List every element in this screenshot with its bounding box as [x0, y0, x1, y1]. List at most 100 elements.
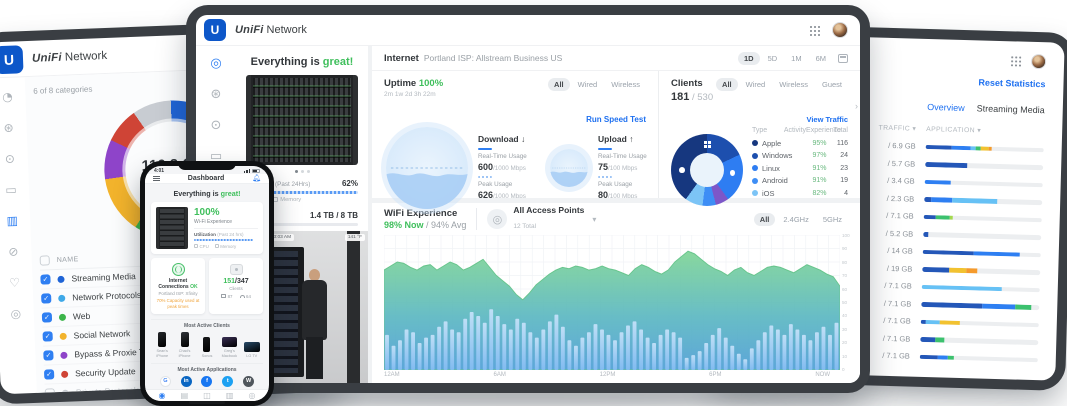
linkedin-icon[interactable]: in: [180, 375, 192, 387]
row-checkbox[interactable]: [44, 388, 56, 395]
phone-clients-label: Clients: [229, 285, 243, 291]
client-type-row[interactable]: iOS 82% 4: [751, 187, 848, 200]
dashboard-icon[interactable]: ◎: [210, 56, 222, 71]
app-grid-icon[interactable]: [809, 24, 820, 36]
range-5d[interactable]: 5D: [767, 53, 778, 63]
row-checkbox[interactable]: ✓: [43, 350, 54, 361]
avatar[interactable]: [832, 22, 848, 38]
row-checkbox[interactable]: ✓: [43, 369, 55, 380]
categories-label[interactable]: 6 of 8 categories: [33, 84, 93, 96]
application-column-header[interactable]: APPLICATION ▾: [926, 125, 982, 135]
access-point-icon: ◎: [487, 209, 508, 229]
twitter-icon[interactable]: t: [222, 375, 234, 387]
row-traffic-bar: [920, 336, 1039, 345]
most-active-client[interactable]: Sean's iPhone: [153, 332, 171, 358]
upload-gauge: [550, 149, 588, 187]
statistics-icon[interactable]: ▥: [6, 213, 19, 228]
phone-clients-card[interactable]: 151/347 Clients 87 64: [209, 257, 263, 315]
memory-legend[interactable]: Memory: [273, 197, 301, 203]
avatar[interactable]: [1030, 53, 1047, 70]
settings-icon[interactable]: ⊛: [210, 87, 222, 102]
band-24ghz[interactable]: 2.4GHz: [783, 214, 809, 224]
column-header-experience[interactable]: Experience: [806, 127, 842, 134]
client-type-row[interactable]: Linux 91% 23: [751, 162, 848, 175]
range-6m[interactable]: 6M: [815, 53, 826, 63]
clients-filter-guest[interactable]: Guest: [821, 80, 842, 89]
carousel-dots[interactable]: [236, 170, 368, 173]
google-icon[interactable]: G: [159, 375, 171, 387]
menu-icon[interactable]: [153, 177, 160, 179]
support-icon[interactable]: ◎: [10, 306, 22, 321]
security-icon[interactable]: ⊙: [4, 151, 16, 166]
row-checkbox[interactable]: ✓: [41, 312, 53, 323]
most-active-client[interactable]: Chad's iPhone: [176, 332, 194, 358]
phone-cpu-legend[interactable]: CPU: [194, 244, 209, 249]
select-all-checkbox[interactable]: [39, 255, 50, 266]
dashboard-icon[interactable]: ◔: [1, 89, 13, 105]
security-icon[interactable]: ⊙: [210, 118, 222, 133]
clients-filter-wired[interactable]: Wired: [745, 80, 766, 89]
internet-card-header: Internet Portland ISP: Allstream Busines…: [372, 46, 860, 71]
row-checkbox[interactable]: ✓: [40, 274, 51, 285]
notification-icon[interactable]: 🔔︎: [252, 174, 261, 183]
column-header-activity[interactable]: Activity: [783, 127, 807, 134]
blocked-icon[interactable]: ⊘: [8, 244, 19, 259]
phone-internet-card[interactable]: Internet Connections OK Portland ISP: Xf…: [151, 257, 205, 315]
most-active-client[interactable]: Sonos: [198, 336, 216, 359]
nav-devices-icon[interactable]: ▤: [180, 390, 189, 400]
phone-memory-legend[interactable]: Memory: [214, 244, 236, 249]
band-selector: All 2.4GHz 5GHz: [753, 212, 848, 226]
band-5ghz[interactable]: 5GHz: [822, 214, 842, 224]
phone-overview-card[interactable]: 100% Wi-Fi Experience Utilization (Past …: [151, 201, 263, 254]
most-active-client[interactable]: LG TV: [243, 341, 261, 359]
monitor-icon: [221, 294, 227, 298]
nav-stats-icon[interactable]: ▥: [225, 390, 234, 400]
wifi-chart-x-axis: 12AM 6AM 12PM 6PM NOW: [372, 370, 860, 383]
y-tick: 20: [842, 340, 848, 346]
clients-filter-all[interactable]: All: [716, 78, 738, 91]
phone-status-headline: Everything is great!: [173, 188, 241, 198]
facebook-icon[interactable]: f: [201, 375, 213, 387]
clients-filter-wireless[interactable]: Wireless: [779, 80, 808, 89]
column-header-type[interactable]: Type: [751, 127, 768, 134]
column-header-total[interactable]: Total: [833, 127, 848, 134]
most-active-client[interactable]: Greg's Macbook: [220, 337, 238, 358]
app-grid-icon[interactable]: [1009, 55, 1022, 67]
view-traffic-link[interactable]: View Traffic: [806, 115, 848, 124]
carousel-next-icon[interactable]: ›: [855, 101, 858, 111]
run-speed-test-link[interactable]: Run Speed Test: [586, 115, 646, 124]
client-type-row[interactable]: Windows 97% 24: [751, 150, 848, 163]
wifi-chart[interactable]: [384, 235, 840, 370]
range-1d[interactable]: 1D: [737, 51, 760, 65]
band-all[interactable]: All: [753, 212, 776, 226]
internet-filter-all[interactable]: All: [548, 78, 570, 91]
unifi-logo[interactable]: U: [0, 44, 24, 74]
calendar-icon[interactable]: [838, 53, 848, 63]
row-checkbox[interactable]: ✓: [41, 293, 52, 304]
unifi-logo[interactable]: U: [204, 19, 226, 41]
nav-dashboard-icon[interactable]: ◉: [158, 390, 166, 400]
category-color-dot: [60, 351, 68, 359]
home-indicator[interactable]: [189, 401, 225, 404]
reset-statistics-link[interactable]: Reset Statistics: [978, 77, 1046, 90]
settings-icon[interactable]: ⊛: [3, 120, 14, 135]
download-peak-value: 626: [478, 190, 494, 201]
client-type-row[interactable]: Apple 95% 116: [751, 137, 848, 150]
wordpress-icon[interactable]: W: [243, 375, 255, 387]
range-1m[interactable]: 1M: [791, 53, 802, 63]
nav-clients-icon[interactable]: ◫: [203, 390, 211, 400]
access-point-selector[interactable]: ◎ All Access Points 12 Total ▾: [487, 205, 743, 233]
main-header: U UniFi Network: [196, 15, 860, 46]
client-type: Windows: [751, 151, 795, 160]
nav-settings-icon[interactable]: ◎: [248, 390, 256, 400]
row-traffic-bar: [922, 249, 1041, 258]
devices-icon[interactable]: ▭: [209, 149, 223, 164]
devices-icon[interactable]: ▭: [5, 182, 17, 197]
internet-filter-wired[interactable]: Wired: [577, 80, 598, 89]
internet-filter-wireless[interactable]: Wireless: [611, 80, 640, 89]
health-icon[interactable]: ♡: [8, 275, 21, 290]
tab-streamingmedia[interactable]: Streaming Media: [976, 103, 1045, 116]
row-checkbox[interactable]: ✓: [42, 331, 53, 342]
client-type-row[interactable]: Android 91% 19: [751, 175, 848, 188]
tab-overview[interactable]: Overview: [927, 101, 965, 114]
